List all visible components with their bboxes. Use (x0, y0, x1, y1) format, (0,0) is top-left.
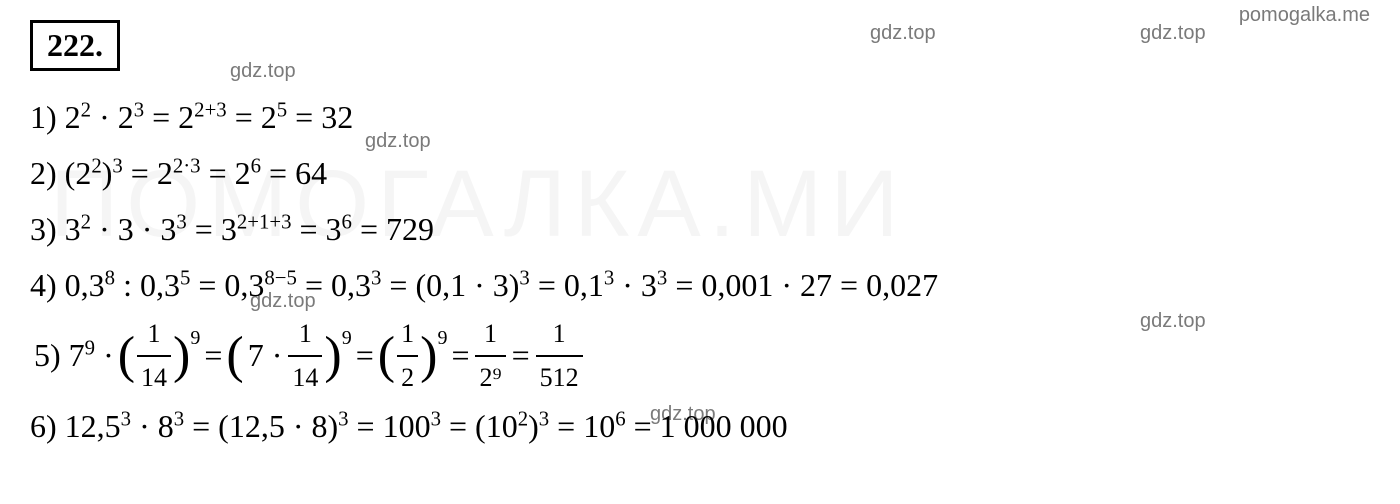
mid1: 7 · (248, 330, 283, 381)
equation-line-6: 6) 12,53 · 83 = (12,5 · 8)3 = 1003 = (10… (30, 398, 1370, 454)
exponent-3: 9 (437, 322, 447, 354)
equation-line-3: 3) 32 · 3 · 33 = 32+1+3 = 36 = 729 (30, 201, 1370, 257)
frac-den: 2⁹ (475, 357, 505, 399)
eq1: = (204, 330, 222, 381)
fraction-1-14-a: 1 14 (137, 313, 171, 398)
equation-line-5: 5) 79 · ( 1 14 ) 9 = ( 7 · 1 14 ) 9 = ( … (30, 313, 1370, 398)
equation-line-2: 2) (22)3 = 22·3 = 26 = 64 (30, 145, 1370, 201)
exponent-2: 9 (342, 322, 352, 354)
line5-prefix: 5) 79 · (34, 330, 114, 381)
fraction-1-512: 1 512 (536, 313, 583, 398)
frac-num: 1 (137, 313, 171, 357)
frac-num: 1 (536, 313, 583, 357)
fraction-1-14-b: 1 14 (288, 313, 322, 398)
equation-line-4: 4) 0,38 : 0,35 = 0,38−5 = 0,33 = (0,1 · … (30, 257, 1370, 313)
eq4: = (512, 330, 530, 381)
main-content: 222. 1) 22 · 23 = 22+3 = 25 = 32 2) (22)… (0, 0, 1400, 474)
frac-num: 1 (475, 313, 505, 357)
equation-line-1: 1) 22 · 23 = 22+3 = 25 = 32 (30, 89, 1370, 145)
exponent-1: 9 (190, 322, 200, 354)
frac-den: 2 (397, 357, 418, 399)
frac-num: 1 (397, 313, 418, 357)
frac-den: 512 (536, 357, 583, 399)
frac-den: 14 (137, 357, 171, 399)
fraction-1-2: 1 2 (397, 313, 418, 398)
fraction-1-2pow9: 1 2⁹ (475, 313, 505, 398)
problem-number-box: 222. (30, 20, 120, 71)
eq3: = (451, 330, 469, 381)
frac-den: 14 (288, 357, 322, 399)
frac-num: 1 (288, 313, 322, 357)
eq2: = (356, 330, 374, 381)
